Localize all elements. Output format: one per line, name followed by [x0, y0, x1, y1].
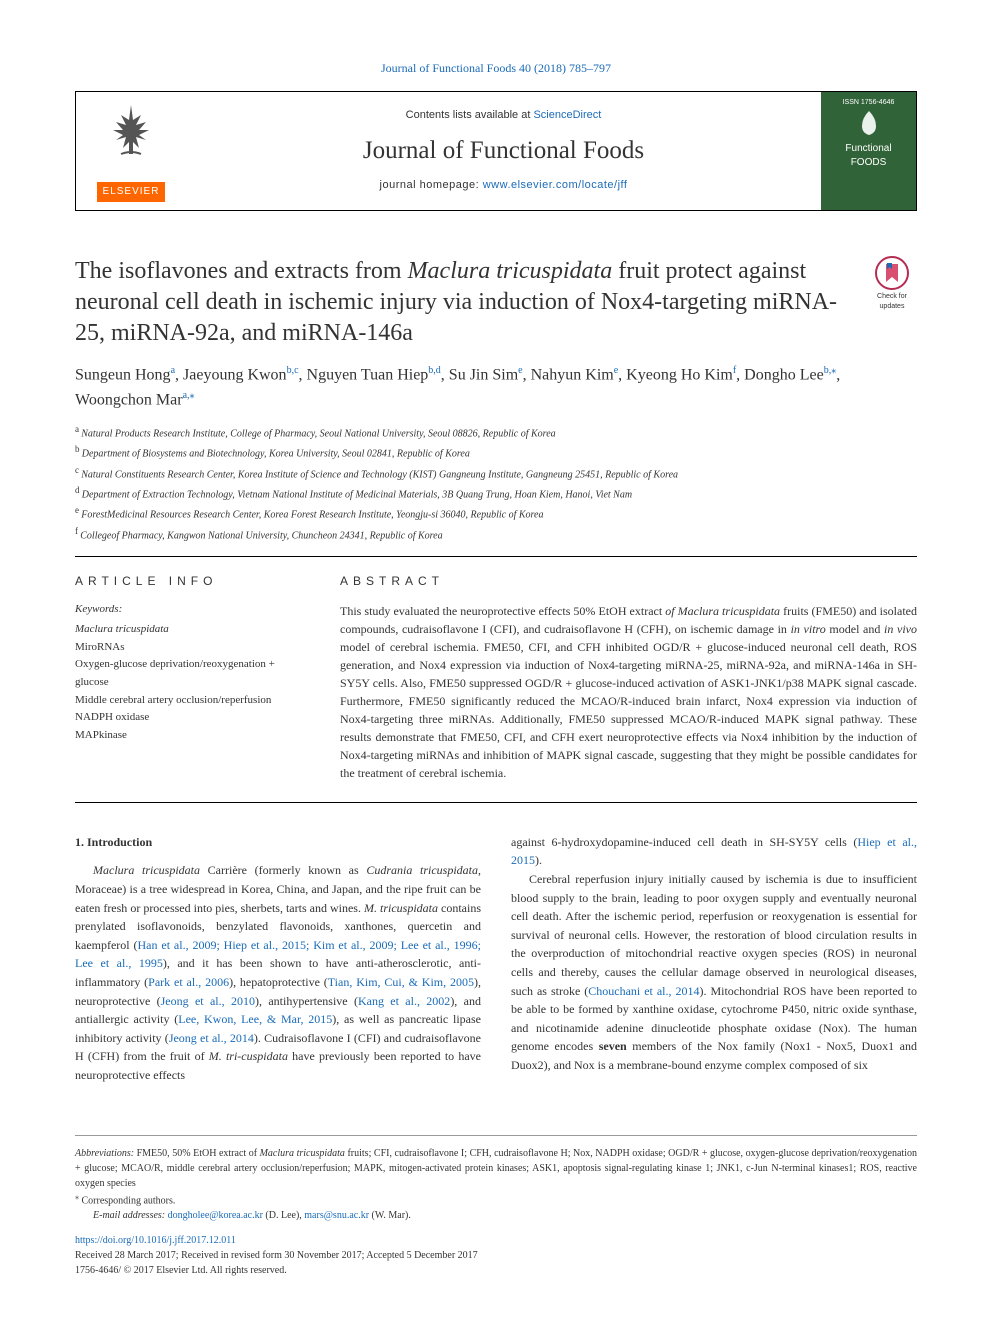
check-updates-badge[interactable]: Check for updates — [867, 256, 917, 350]
article-title: The isoflavones and extracts from Maclur… — [75, 256, 852, 350]
abbrev-label: Abbreviations: — [75, 1148, 134, 1159]
keyword: NADPH oxidase — [75, 709, 305, 727]
affiliation-line: f Collegeof Pharmacy, Kangwon National U… — [75, 524, 917, 544]
ref-link[interactable]: Hiep et al., 2015 — [511, 835, 917, 868]
keywords-label: Keywords: — [75, 602, 305, 617]
page-footer: Abbreviations: FME50, 50% EtOH extract o… — [75, 1135, 917, 1278]
ref-link[interactable]: Lee, Kwon, Lee, & Mar, 2015 — [178, 1012, 332, 1026]
abstract-heading: ABSTRACT — [340, 573, 917, 590]
journal-name: Journal of Functional Foods — [186, 133, 821, 168]
author: Nahyun Kim — [531, 367, 614, 384]
article-info-heading: ARTICLE INFO — [75, 573, 305, 590]
abstract-block: ABSTRACT This study evaluated the neurop… — [340, 573, 917, 782]
email-link-1[interactable]: dongholee@korea.ac.kr — [168, 1210, 263, 1221]
cover-logo-top: Functional — [845, 143, 891, 154]
keyword: MAPkinase — [75, 727, 305, 745]
affiliation-line: c Natural Constituents Research Center, … — [75, 463, 917, 483]
abstract-text: This study evaluated the neuroprotective… — [340, 602, 917, 782]
email-name-2: (W. Mar). — [369, 1210, 411, 1221]
authors-line: Sungeun Honga, Jaeyoung Kwonb,c, Nguyen … — [75, 363, 917, 412]
body-col-right: against 6-hydroxydopamine-induced cell d… — [511, 833, 917, 1085]
homepage-prefix: journal homepage: — [380, 179, 483, 191]
author: Sungeun Hong — [75, 367, 171, 384]
title-pre: The isoflavones and extracts from — [75, 258, 408, 284]
abbrev-text: FME50, 50% EtOH extract of Maclura tricu… — [75, 1148, 917, 1189]
author-affil-link[interactable]: a,⁎ — [183, 390, 195, 401]
bookmark-icon — [884, 263, 900, 283]
cover-issn: ISSN 1756-4646 — [843, 98, 895, 108]
affiliation-line: a Natural Products Research Institute, C… — [75, 422, 917, 442]
body-col-left: 1. Introduction Maclura tricuspidata Car… — [75, 833, 481, 1085]
check-updates-circle — [875, 256, 909, 290]
journal-cover-thumb: ISSN 1756-4646 Functional FOODS — [821, 92, 916, 210]
ref-link[interactable]: Jeong et al., 2014 — [169, 1031, 254, 1045]
intro-para-1-cont: against 6-hydroxydopamine-induced cell d… — [511, 833, 917, 870]
top-citation: Journal of Functional Foods 40 (2018) 78… — [75, 60, 917, 77]
corresponding-line: ⁎ Corresponding authors. — [75, 1191, 917, 1208]
author: Su Jin Sim — [449, 367, 518, 384]
affiliation-line: e ForestMedicinal Resources Research Cen… — [75, 503, 917, 523]
ref-link[interactable]: Tian, Kim, Cui, & Kim, 2005 — [328, 975, 474, 989]
check-updates-label: Check for updates — [867, 292, 917, 312]
article-info-block: ARTICLE INFO Keywords: Maclura tricuspid… — [75, 573, 305, 782]
ref-link[interactable]: Jeong et al., 2010 — [161, 994, 255, 1008]
affiliations-block: a Natural Products Research Institute, C… — [75, 422, 917, 544]
keyword: MiroRNAs — [75, 639, 305, 657]
elsevier-label: ELSEVIER — [97, 182, 166, 202]
email-name-1: (D. Lee), — [263, 1210, 304, 1221]
author-affil-link[interactable]: b,c — [287, 365, 299, 376]
section-1-heading: 1. Introduction — [75, 833, 481, 852]
contents-prefix: Contents lists available at — [406, 109, 534, 121]
contents-line: Contents lists available at ScienceDirec… — [186, 108, 821, 123]
author-affil-link[interactable]: e — [614, 365, 618, 376]
journal-header: ELSEVIER Contents lists available at Sci… — [75, 91, 917, 211]
email-link-2[interactable]: mars@snu.ac.kr — [304, 1210, 369, 1221]
sciencedirect-link[interactable]: ScienceDirect — [533, 109, 601, 121]
ref-link[interactable]: Chouchani et al., 2014 — [588, 984, 699, 998]
cover-logo: Functional FOODS — [845, 142, 891, 170]
abbreviations-line: Abbreviations: FME50, 50% EtOH extract o… — [75, 1146, 917, 1191]
author: Woongchon Mar — [75, 391, 183, 408]
elsevier-tree-icon — [101, 100, 161, 160]
ref-link[interactable]: Park et al., 2006 — [148, 975, 229, 989]
homepage-line: journal homepage: www.elsevier.com/locat… — [186, 178, 821, 193]
author-affil-link[interactable]: e — [518, 365, 522, 376]
intro-para-1: Maclura tricuspidata Carrière (formerly … — [75, 861, 481, 1084]
header-center: Contents lists available at ScienceDirec… — [186, 92, 821, 210]
ref-link[interactable]: Kang et al., 2002 — [358, 994, 450, 1008]
cover-leaf-icon — [854, 108, 884, 138]
intro-para-2: Cerebral reperfusion injury initially ca… — [511, 870, 917, 1075]
author-affil-link[interactable]: b,⁎ — [824, 365, 837, 376]
author: Nguyen Tuan Hiep — [307, 367, 429, 384]
email-label: E-mail addresses: — [93, 1210, 165, 1221]
elsevier-logo-block: ELSEVIER — [76, 92, 186, 210]
author: Dongho Lee — [744, 367, 824, 384]
keyword: Middle cerebral artery occlusion/reperfu… — [75, 692, 305, 710]
copyright-line: 1756-4646/ © 2017 Elsevier Ltd. All righ… — [75, 1263, 917, 1278]
author-affil-link[interactable]: b,d — [428, 365, 441, 376]
affiliation-line: d Department of Extraction Technology, V… — [75, 483, 917, 503]
keyword: Maclura tricuspidata — [75, 621, 305, 639]
author: Jaeyoung Kwon — [183, 367, 287, 384]
divider-top — [75, 556, 917, 557]
corresponding-text: Corresponding authors. — [82, 1195, 176, 1206]
ref-link[interactable]: Han et al., 2009; Hiep et al., 2015; Kim… — [75, 938, 481, 971]
top-citation-link[interactable]: Journal of Functional Foods 40 (2018) 78… — [381, 61, 611, 75]
keyword: Oxygen-glucose deprivation/reoxygenation… — [75, 656, 305, 691]
author-affil-link[interactable]: a — [171, 365, 175, 376]
author-affil-link[interactable]: f — [733, 365, 736, 376]
doi-link[interactable]: https://doi.org/10.1016/j.jff.2017.12.01… — [75, 1233, 917, 1248]
keywords-list: Maclura tricuspidataMiroRNAsOxygen-gluco… — [75, 621, 305, 744]
author: Kyeong Ho Kim — [626, 367, 733, 384]
received-line: Received 28 March 2017; Received in revi… — [75, 1248, 917, 1263]
affiliation-line: b Department of Biosystems and Biotechno… — [75, 442, 917, 462]
homepage-link[interactable]: www.elsevier.com/locate/jff — [483, 179, 628, 191]
email-line: E-mail addresses: dongholee@korea.ac.kr … — [75, 1208, 917, 1223]
cover-logo-bottom: FOODS — [851, 157, 887, 168]
title-italic: Maclura tricuspidata — [408, 258, 613, 284]
divider-bottom — [75, 802, 917, 803]
